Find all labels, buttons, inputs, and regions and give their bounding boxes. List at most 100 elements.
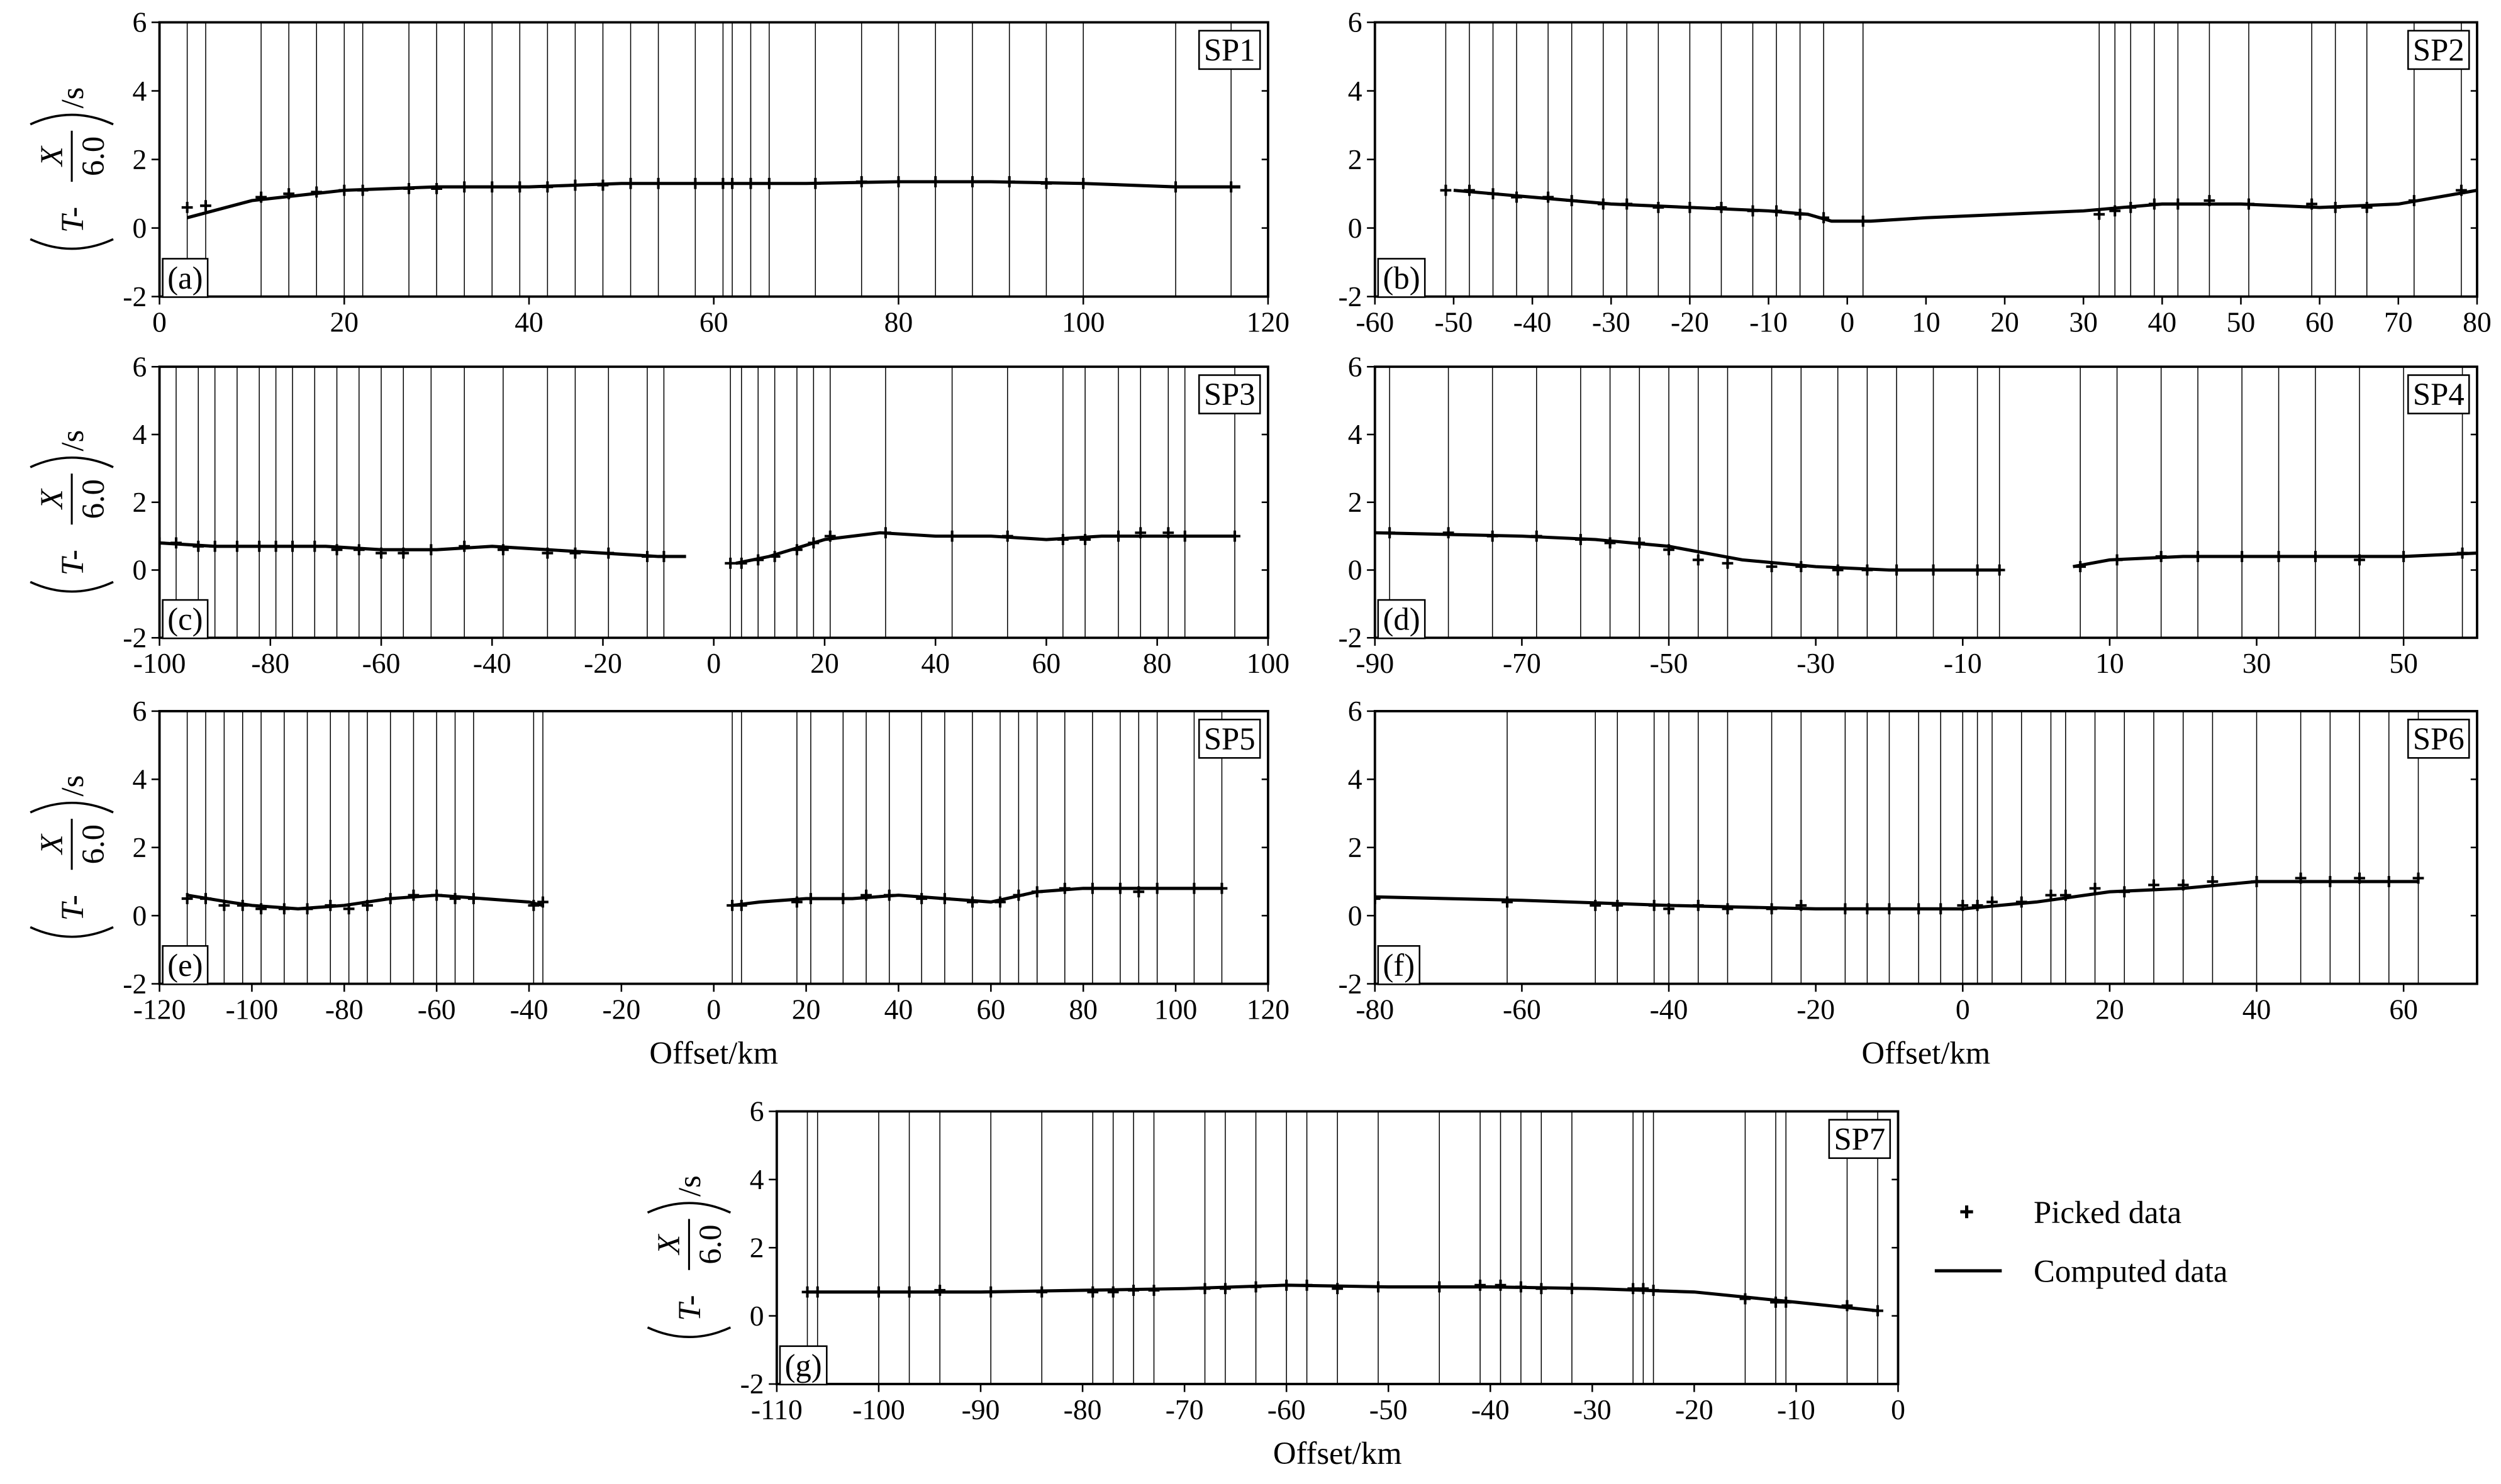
- y-tick-label: 6: [132, 695, 147, 727]
- x-tick-label: -20: [1796, 993, 1835, 1025]
- x-tick-label: 80: [884, 306, 913, 338]
- paren: [30, 801, 114, 814]
- y-label-term: T-: [672, 1295, 707, 1321]
- y-tick-label: 6: [1348, 6, 1362, 38]
- panel-label-box: [1377, 599, 1426, 640]
- y-tick-label: -2: [123, 280, 147, 313]
- y-tick-label: 4: [1348, 418, 1362, 450]
- y-label-denominator: 6.0: [75, 824, 111, 864]
- y-tick-label: 2: [1348, 143, 1362, 175]
- picked-point: [1495, 1279, 1507, 1291]
- x-tick-label: 100: [1154, 993, 1197, 1025]
- picked-point: [725, 557, 737, 569]
- x-tick-label: 0: [706, 647, 721, 679]
- x-tick-label: -60: [1503, 993, 1541, 1025]
- x-tick-label: -20: [584, 647, 622, 679]
- x-tick-label: -30: [1796, 647, 1835, 679]
- x-tick-label: 20: [792, 993, 821, 1025]
- picked-point: [1770, 1297, 1781, 1308]
- y-label-term: T-: [55, 550, 90, 575]
- picked-point: [181, 202, 193, 213]
- picked-point: [537, 896, 549, 908]
- y-label-unit: /s: [55, 430, 90, 451]
- panel-label-box: [1377, 945, 1420, 985]
- x-axis-label: Offset/km: [649, 1035, 778, 1070]
- picked-point: [2089, 882, 2101, 894]
- shot-tag-box: [2407, 30, 2470, 70]
- y-tick-label: 0: [132, 899, 147, 931]
- y-tick-label: 6: [1348, 695, 1362, 727]
- plot-area: [1374, 711, 2424, 984]
- y-label-numerator: X: [34, 833, 69, 855]
- y-label-numerator: X: [651, 1234, 686, 1256]
- computed-line: [1453, 189, 2477, 223]
- x-tick-label: 40: [884, 993, 913, 1025]
- x-tick-label: 60: [699, 306, 728, 338]
- x-tick-label: 40: [2242, 993, 2271, 1025]
- paren: [30, 456, 114, 468]
- legend-label: Picked data: [2034, 1195, 2181, 1230]
- paren: [30, 926, 114, 938]
- picked-point: [1612, 900, 1624, 911]
- y-tick-label: 4: [132, 763, 147, 795]
- y-tick-label: 0: [132, 212, 147, 244]
- panel: -2 0 2 4 6 -90 -70 -50 -30 -10 10 30 50 (d) SP4: [1338, 350, 2478, 679]
- x-tick-label: -30: [1573, 1393, 1612, 1426]
- y-label-numerator: X: [34, 488, 69, 510]
- x-tick-label: 40: [921, 647, 950, 679]
- computed-line: [1374, 880, 2419, 911]
- y-tick-label: -2: [1338, 968, 1362, 1000]
- panel-label-box: [162, 945, 209, 985]
- y-label-denominator: 6.0: [693, 1224, 728, 1264]
- panel-label: (b): [1383, 260, 1420, 296]
- x-tick-label: -20: [1671, 306, 1709, 338]
- x-tick-label: 50: [2227, 306, 2256, 338]
- y-label-numerator: X: [34, 145, 69, 167]
- x-tick-label: -60: [418, 993, 456, 1025]
- picked-point: [1107, 1286, 1119, 1298]
- x-tick-label: 0: [1956, 993, 1970, 1025]
- paren: [30, 113, 114, 126]
- y-tick-label: 0: [750, 1300, 764, 1332]
- x-tick-label: 20: [2095, 993, 2124, 1025]
- y-label-unit: /s: [55, 87, 90, 109]
- y-label-term: T-: [55, 207, 90, 233]
- shot-tag-box: [1198, 374, 1261, 414]
- shot-tag: SP1: [1204, 32, 1256, 67]
- y-tick-label: 0: [1348, 554, 1362, 586]
- computed-line: [187, 887, 1222, 911]
- shot-tag: SP5: [1204, 721, 1256, 756]
- y-label-unit: /s: [55, 775, 90, 797]
- plot-area: [159, 367, 1240, 638]
- x-tick-label: 40: [515, 306, 543, 338]
- picked-point: [1971, 900, 1983, 911]
- x-tick-label: 100: [1247, 647, 1289, 679]
- y-tick-label: 0: [132, 554, 147, 586]
- x-tick-label: 50: [2389, 647, 2418, 679]
- picked-point: [200, 200, 211, 212]
- y-tick-label: -2: [123, 968, 147, 1000]
- x-tick-label: -10: [1777, 1393, 1815, 1426]
- y-tick-label: 2: [132, 143, 147, 175]
- x-tick-label: -80: [1064, 1393, 1102, 1426]
- x-tick-label: 30: [2242, 647, 2271, 679]
- x-tick-label: -40: [1513, 306, 1552, 338]
- y-tick-label: -2: [123, 622, 147, 654]
- paren: [647, 1326, 732, 1338]
- picked-point: [449, 893, 461, 904]
- picked-point: [1374, 893, 1381, 904]
- x-tick-label: -40: [1650, 993, 1688, 1025]
- x-tick-label: -120: [133, 993, 186, 1025]
- y-tick-label: -2: [740, 1368, 764, 1400]
- picked-point: [1692, 554, 1704, 566]
- y-tick-label: 2: [132, 486, 147, 518]
- y-tick-label: 2: [1348, 486, 1362, 518]
- legend-marker: [1960, 1205, 1973, 1219]
- picked-point: [1442, 527, 1454, 539]
- computed-line: [807, 1283, 1878, 1312]
- legend-label: Computed data: [2034, 1254, 2227, 1289]
